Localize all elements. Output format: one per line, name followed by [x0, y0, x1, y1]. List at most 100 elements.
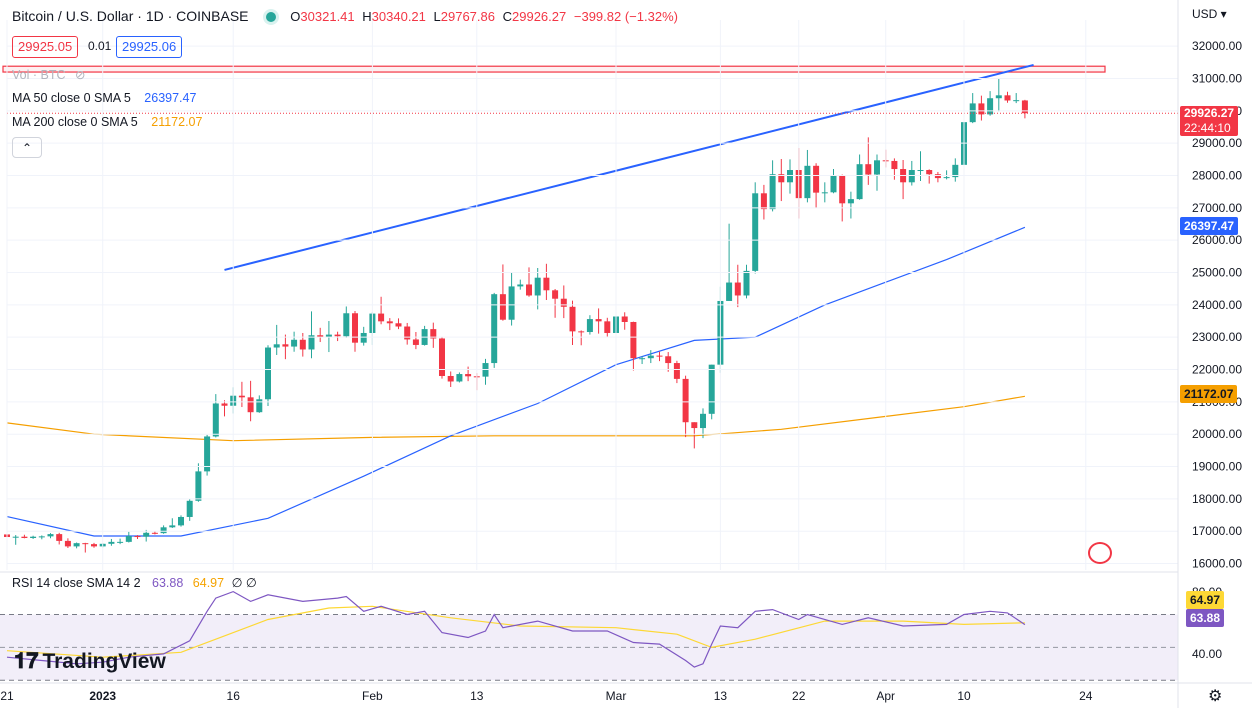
symbol-title[interactable]: Bitcoin / U.S. Dollar · 1D · COINBASE	[12, 8, 249, 24]
rsi-legend[interactable]: RSI 14 close SMA 14 2 63.88 64.97 ∅ ∅	[12, 576, 257, 590]
candle	[21, 534, 28, 539]
candle-body	[38, 536, 45, 538]
settings-gear-icon[interactable]: ⚙	[1208, 688, 1223, 705]
candle-body	[1004, 95, 1011, 101]
candle	[47, 533, 54, 539]
candle	[856, 154, 863, 200]
ma50-legend-value: 26397.47	[144, 91, 197, 105]
candle-body	[778, 174, 785, 183]
candle-body	[526, 284, 532, 296]
y-tick-label: 32000.00	[1192, 39, 1242, 53]
candlestick-series	[4, 78, 1028, 553]
candle	[778, 159, 785, 202]
candle-body	[256, 399, 263, 413]
candle	[143, 529, 150, 542]
tradingview-mark-icon: 𝟏𝟕	[14, 648, 39, 673]
candle	[839, 174, 846, 222]
ma50-legend[interactable]: MA 50 close 0 SMA 5 26397.47	[12, 91, 197, 105]
y-tick-label: 25000.00	[1192, 266, 1242, 280]
candle-body	[987, 98, 994, 115]
eye-hidden-icon[interactable]: ⊘	[74, 68, 86, 82]
economic-events-icon[interactable]	[1088, 542, 1112, 564]
candle-body	[856, 164, 863, 200]
candle-body	[134, 536, 141, 538]
candle	[499, 264, 506, 321]
x-tick-label: 22	[792, 689, 806, 703]
x-tick-label: Feb	[362, 689, 383, 703]
resistance-zone	[2, 65, 1106, 73]
currency-selector[interactable]: USD ▾	[1192, 7, 1227, 21]
y-tick-label: 31000.00	[1192, 72, 1242, 86]
candle-body	[995, 95, 1002, 99]
candle	[38, 535, 45, 540]
chevron-down-icon: ▾	[1217, 7, 1227, 21]
ma200-legend[interactable]: MA 200 close 0 SMA 5 21172.07	[12, 115, 203, 129]
rsi-legend-value: 63.88	[152, 576, 184, 590]
buy-button[interactable]: 29925.06	[116, 36, 183, 58]
chart-header: Bitcoin / U.S. Dollar · 1D · COINBASE O3…	[12, 8, 682, 24]
candle	[412, 332, 419, 350]
y-tick-label: 18000.00	[1192, 492, 1242, 506]
candle-body	[769, 174, 776, 210]
candle-body	[317, 335, 324, 337]
candle	[952, 158, 959, 182]
candle	[691, 422, 698, 449]
candle	[282, 334, 289, 360]
candle	[908, 160, 915, 186]
candle	[317, 327, 324, 343]
candle	[508, 272, 515, 326]
candle-body	[952, 164, 959, 178]
trendline-segment	[224, 63, 1034, 271]
candle-body	[639, 358, 646, 360]
candle-body	[969, 103, 976, 123]
candle-body	[804, 165, 811, 199]
candle-body	[282, 344, 289, 347]
candle	[734, 264, 741, 308]
candle	[299, 332, 306, 357]
candle-body	[787, 170, 793, 183]
tradingview-logo[interactable]: 𝟏𝟕 TradingView	[14, 648, 166, 673]
candle	[647, 350, 654, 364]
candle-body	[908, 170, 915, 183]
candle	[934, 171, 941, 183]
y-tick-label: 26000.00	[1192, 233, 1242, 247]
candle	[595, 308, 602, 334]
candle	[117, 538, 124, 545]
candle-body	[299, 339, 306, 350]
candle	[204, 434, 211, 476]
volume-legend[interactable]: Vol · BTC ⊘	[12, 68, 86, 82]
candle-body	[204, 436, 211, 472]
candle	[212, 394, 219, 438]
candle-body	[21, 536, 28, 538]
candle-body	[621, 316, 628, 322]
candle	[291, 331, 298, 352]
candle-body	[943, 177, 950, 179]
candle	[804, 149, 811, 203]
candle-body	[395, 323, 402, 327]
candle	[569, 300, 576, 345]
candle	[169, 518, 176, 528]
candle-body	[891, 160, 898, 170]
sell-button[interactable]: 29925.05	[12, 36, 79, 58]
candle-body	[273, 344, 280, 348]
candle-body	[865, 164, 872, 175]
candle	[447, 371, 454, 387]
candle-body	[517, 284, 524, 287]
y-tick-label: 24000.00	[1192, 298, 1242, 312]
candle-body	[752, 193, 759, 271]
candle	[517, 279, 524, 290]
candle	[534, 267, 541, 310]
x-tick-label: 10	[957, 689, 971, 703]
candle-body	[125, 536, 132, 542]
candle-body	[447, 375, 454, 382]
rsi-sma-legend-value: 64.97	[192, 576, 225, 590]
candle	[1004, 91, 1011, 103]
collapse-legend-button[interactable]: ⌃	[12, 137, 42, 158]
candle-body	[700, 413, 706, 429]
candle	[586, 315, 593, 335]
x-tick-label: 16	[227, 689, 241, 703]
rsi-value-tag: 63.88	[1186, 609, 1225, 627]
candle	[1021, 99, 1028, 119]
y-tick-label: 16000.00	[1192, 557, 1242, 571]
